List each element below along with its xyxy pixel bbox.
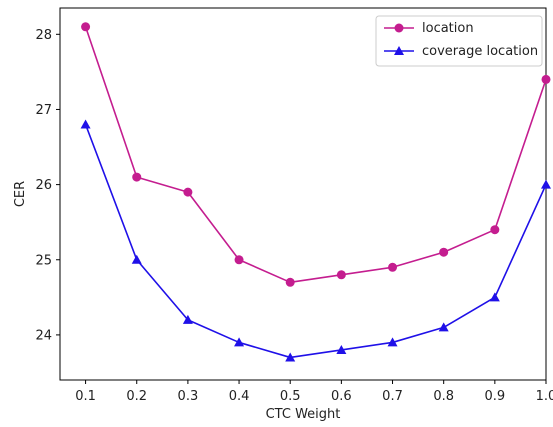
data-point-coverage-location bbox=[234, 337, 245, 347]
x-axis: 0.1 0.2 0.3 0.4 0.5 0.6 0.7 0.8 0.9 1.0 bbox=[75, 380, 553, 404]
x-tick-label: 0.5 bbox=[280, 389, 301, 404]
y-tick-label: 24 bbox=[35, 328, 52, 343]
legend-marker-location bbox=[394, 23, 404, 33]
y-tick-label: 25 bbox=[35, 253, 52, 268]
data-point-location bbox=[336, 270, 346, 280]
x-tick-label: 0.3 bbox=[178, 389, 199, 404]
data-point-location bbox=[388, 262, 398, 272]
data-point-coverage-location bbox=[131, 254, 142, 264]
data-point-coverage-location bbox=[541, 179, 551, 189]
x-tick-label: 0.7 bbox=[382, 389, 403, 404]
x-tick-label: 0.8 bbox=[433, 389, 454, 404]
data-point-location bbox=[541, 74, 551, 84]
series-line-location bbox=[84, 26, 547, 284]
y-axis: 24 25 26 27 28 bbox=[35, 28, 60, 343]
series-line-coverage-location bbox=[84, 124, 547, 359]
legend-label-location: location bbox=[422, 21, 474, 36]
x-tick-label: 1.0 bbox=[536, 389, 553, 404]
plot-area bbox=[59, 7, 547, 381]
data-point-coverage-location bbox=[489, 292, 500, 302]
x-axis-title: CTC Weight bbox=[266, 407, 341, 422]
y-tick-label: 26 bbox=[35, 178, 52, 193]
y-axis-title: CER bbox=[13, 181, 28, 207]
data-point-location bbox=[132, 172, 142, 182]
data-point-location bbox=[81, 22, 91, 32]
legend: location coverage location bbox=[375, 15, 543, 67]
data-point-location bbox=[234, 255, 244, 265]
y-tick-label: 28 bbox=[35, 28, 52, 43]
data-point-coverage-location bbox=[182, 314, 193, 324]
data-point-location bbox=[285, 277, 295, 287]
legend-marker-coverage-location bbox=[394, 46, 404, 55]
series-layer bbox=[80, 22, 551, 362]
data-point-coverage-location bbox=[80, 119, 91, 129]
x-tick-label: 0.4 bbox=[229, 389, 250, 404]
data-point-location bbox=[490, 225, 500, 235]
x-tick-label: 0.6 bbox=[331, 389, 352, 404]
data-point-location bbox=[439, 247, 449, 257]
x-tick-label: 0.2 bbox=[126, 389, 147, 404]
y-tick-label: 27 bbox=[35, 103, 52, 118]
data-point-coverage-location bbox=[336, 344, 347, 354]
x-tick-label: 0.1 bbox=[75, 389, 96, 404]
data-point-coverage-location bbox=[285, 352, 296, 362]
legend-label-coverage-location: coverage location bbox=[422, 44, 538, 59]
x-tick-label: 0.9 bbox=[484, 389, 505, 404]
data-point-coverage-location bbox=[438, 322, 449, 332]
data-point-coverage-location bbox=[387, 337, 398, 347]
legend-box bbox=[375, 15, 543, 67]
data-point-location bbox=[183, 187, 193, 197]
